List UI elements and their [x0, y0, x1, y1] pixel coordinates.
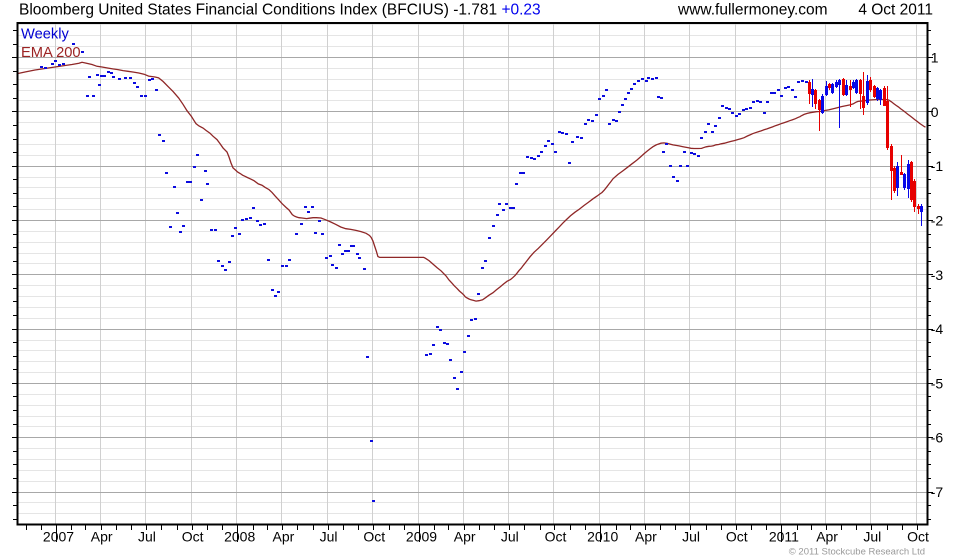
svg-text:Oct: Oct — [907, 529, 929, 545]
svg-text:Apr: Apr — [273, 529, 295, 545]
svg-text:Apr: Apr — [454, 529, 476, 545]
svg-text:-5: -5 — [931, 375, 944, 391]
svg-text:www.fullermoney.com: www.fullermoney.com — [677, 2, 828, 19]
svg-text:-3: -3 — [931, 267, 944, 283]
svg-text:Oct: Oct — [726, 529, 748, 545]
svg-text:© 2011 Stockcube Research Ltd: © 2011 Stockcube Research Ltd — [789, 547, 925, 558]
svg-text:Oct: Oct — [545, 529, 567, 545]
svg-text:2011: 2011 — [769, 529, 799, 545]
svg-text:0: 0 — [931, 104, 939, 120]
svg-text:Oct: Oct — [182, 529, 204, 545]
svg-text:2010: 2010 — [587, 529, 618, 545]
svg-text:-2: -2 — [931, 213, 944, 229]
svg-text:EMA 200: EMA 200 — [21, 45, 81, 61]
svg-text:4 Oct 2011: 4 Oct 2011 — [858, 2, 933, 19]
svg-text:2007: 2007 — [43, 529, 74, 545]
svg-text:Bloomberg United States Financ: Bloomberg United States Financial Condit… — [19, 2, 541, 19]
svg-text:Jul: Jul — [320, 529, 338, 545]
svg-text:-4: -4 — [931, 321, 944, 337]
svg-text:Apr: Apr — [635, 529, 657, 545]
svg-text:Apr: Apr — [816, 529, 838, 545]
svg-text:Oct: Oct — [363, 529, 385, 545]
svg-text:Jul: Jul — [138, 529, 156, 545]
svg-text:2008: 2008 — [224, 529, 255, 545]
svg-text:Jul: Jul — [863, 529, 881, 545]
svg-text:Weekly: Weekly — [21, 27, 70, 43]
svg-text:Apr: Apr — [91, 529, 113, 545]
svg-text:1: 1 — [931, 50, 939, 66]
svg-text:-6: -6 — [931, 430, 944, 446]
svg-text:2009: 2009 — [406, 529, 437, 545]
svg-text:Jul: Jul — [682, 529, 700, 545]
svg-text:-1: -1 — [931, 158, 944, 174]
svg-text:Jul: Jul — [501, 529, 519, 545]
svg-text:-7: -7 — [931, 484, 944, 500]
